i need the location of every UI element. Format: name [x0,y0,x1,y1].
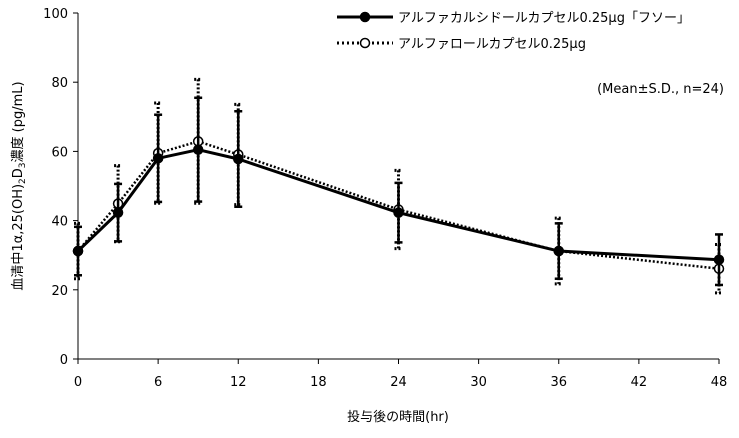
y-axis-title-part-1: 血清中1α,25(OH) [11,184,26,291]
stats-annotation: (Mean±S.D., n=24) [597,82,724,97]
series-test [72,96,725,287]
x-tick-label: 18 [310,375,327,390]
legend-marker-test [359,11,371,23]
y-tick-label: 0 [60,353,68,368]
y-axis-title-part-d: D [11,168,26,178]
x-tick-label: 12 [230,375,247,390]
series-line-test [76,148,720,262]
legend-label-test: アルファカルシドールカプセル0.25μg「フソー」 [398,11,690,26]
y-ticks: 0 20 40 60 80 100 [43,7,78,368]
data-point-test [192,144,204,155]
y-axis-title: 血清中1α,25(OH)2D3濃度 (pg/mL) [10,81,28,290]
data-point-test [112,207,124,218]
x-tick-label: 24 [390,375,407,390]
series-layer [72,77,725,295]
data-point-test [233,153,244,165]
x-axis-title: 投与後の時間(hr) [347,409,449,425]
x-tick-label: 6 [154,375,162,390]
data-point-test [393,207,404,218]
y-tick-label: 40 [51,215,68,230]
y-axis-title-sub-3: 3 [18,162,28,168]
data-point-test [713,254,725,265]
y-tick-label: 60 [51,145,68,160]
x-tick-label: 48 [711,375,728,390]
data-point-test [553,245,564,257]
y-axis-title-sub-2: 2 [18,178,28,184]
x-tick-label: 0 [74,375,82,390]
y-tick-label: 80 [51,76,68,91]
data-point-test [152,153,164,164]
legend-marker-reference [359,37,371,49]
y-tick-label: 20 [51,284,68,299]
x-ticks: 0 6 12 18 24 30 36 42 48 [74,359,727,390]
x-tick-label: 42 [631,375,648,390]
x-tick-label: 30 [470,375,487,390]
x-tick-label: 36 [550,375,567,390]
legend-label-reference: アルファロールカプセル0.25μg [398,37,586,52]
legend: アルファカルシドールカプセル0.25μg「フソー」 アルファロールカプセル0.2… [337,11,690,52]
data-point-test [72,245,84,257]
y-tick-label: 100 [43,7,68,22]
y-axis-title-part-unit: 濃度 (pg/mL) [10,81,26,162]
